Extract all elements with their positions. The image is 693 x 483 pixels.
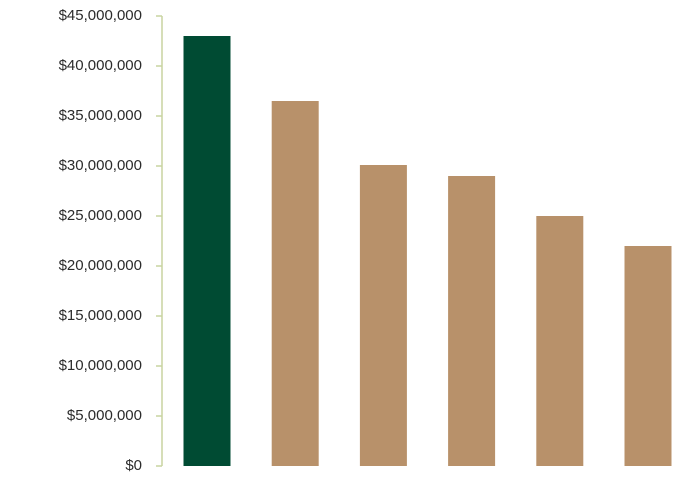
y-tick-label: $45,000,000 [59, 7, 142, 24]
y-tick-label: $10,000,000 [59, 357, 142, 374]
bar-5 [536, 216, 584, 466]
y-axis-ticks: $0 $5,000,000 $10,000,000 $15,000,000 $20,00… [59, 7, 162, 474]
y-tick-label: $25,000,000 [59, 207, 142, 224]
bar-1 [183, 36, 231, 466]
bar-6 [624, 246, 672, 466]
bar-4 [448, 176, 496, 466]
bars-group [183, 36, 672, 466]
y-tick-label: $5,000,000 [67, 407, 142, 424]
y-tick-label: $0 [125, 457, 142, 474]
y-tick-label: $30,000,000 [59, 157, 142, 174]
y-tick-label: $15,000,000 [59, 307, 142, 324]
y-tick-label: $40,000,000 [59, 57, 142, 74]
bar-3 [359, 165, 407, 466]
y-tick-label: $35,000,000 [59, 107, 142, 124]
y-tick-label: $20,000,000 [59, 257, 142, 274]
bar-2 [271, 101, 319, 466]
